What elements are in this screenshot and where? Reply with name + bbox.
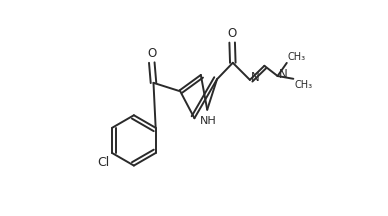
Text: Cl: Cl (97, 156, 109, 169)
Text: N: N (251, 71, 260, 84)
Text: CH₃: CH₃ (288, 52, 306, 62)
Text: CH₃: CH₃ (294, 80, 312, 90)
Text: NH: NH (200, 116, 217, 126)
Text: O: O (147, 47, 156, 60)
Text: O: O (227, 27, 237, 40)
Text: N: N (279, 68, 288, 81)
